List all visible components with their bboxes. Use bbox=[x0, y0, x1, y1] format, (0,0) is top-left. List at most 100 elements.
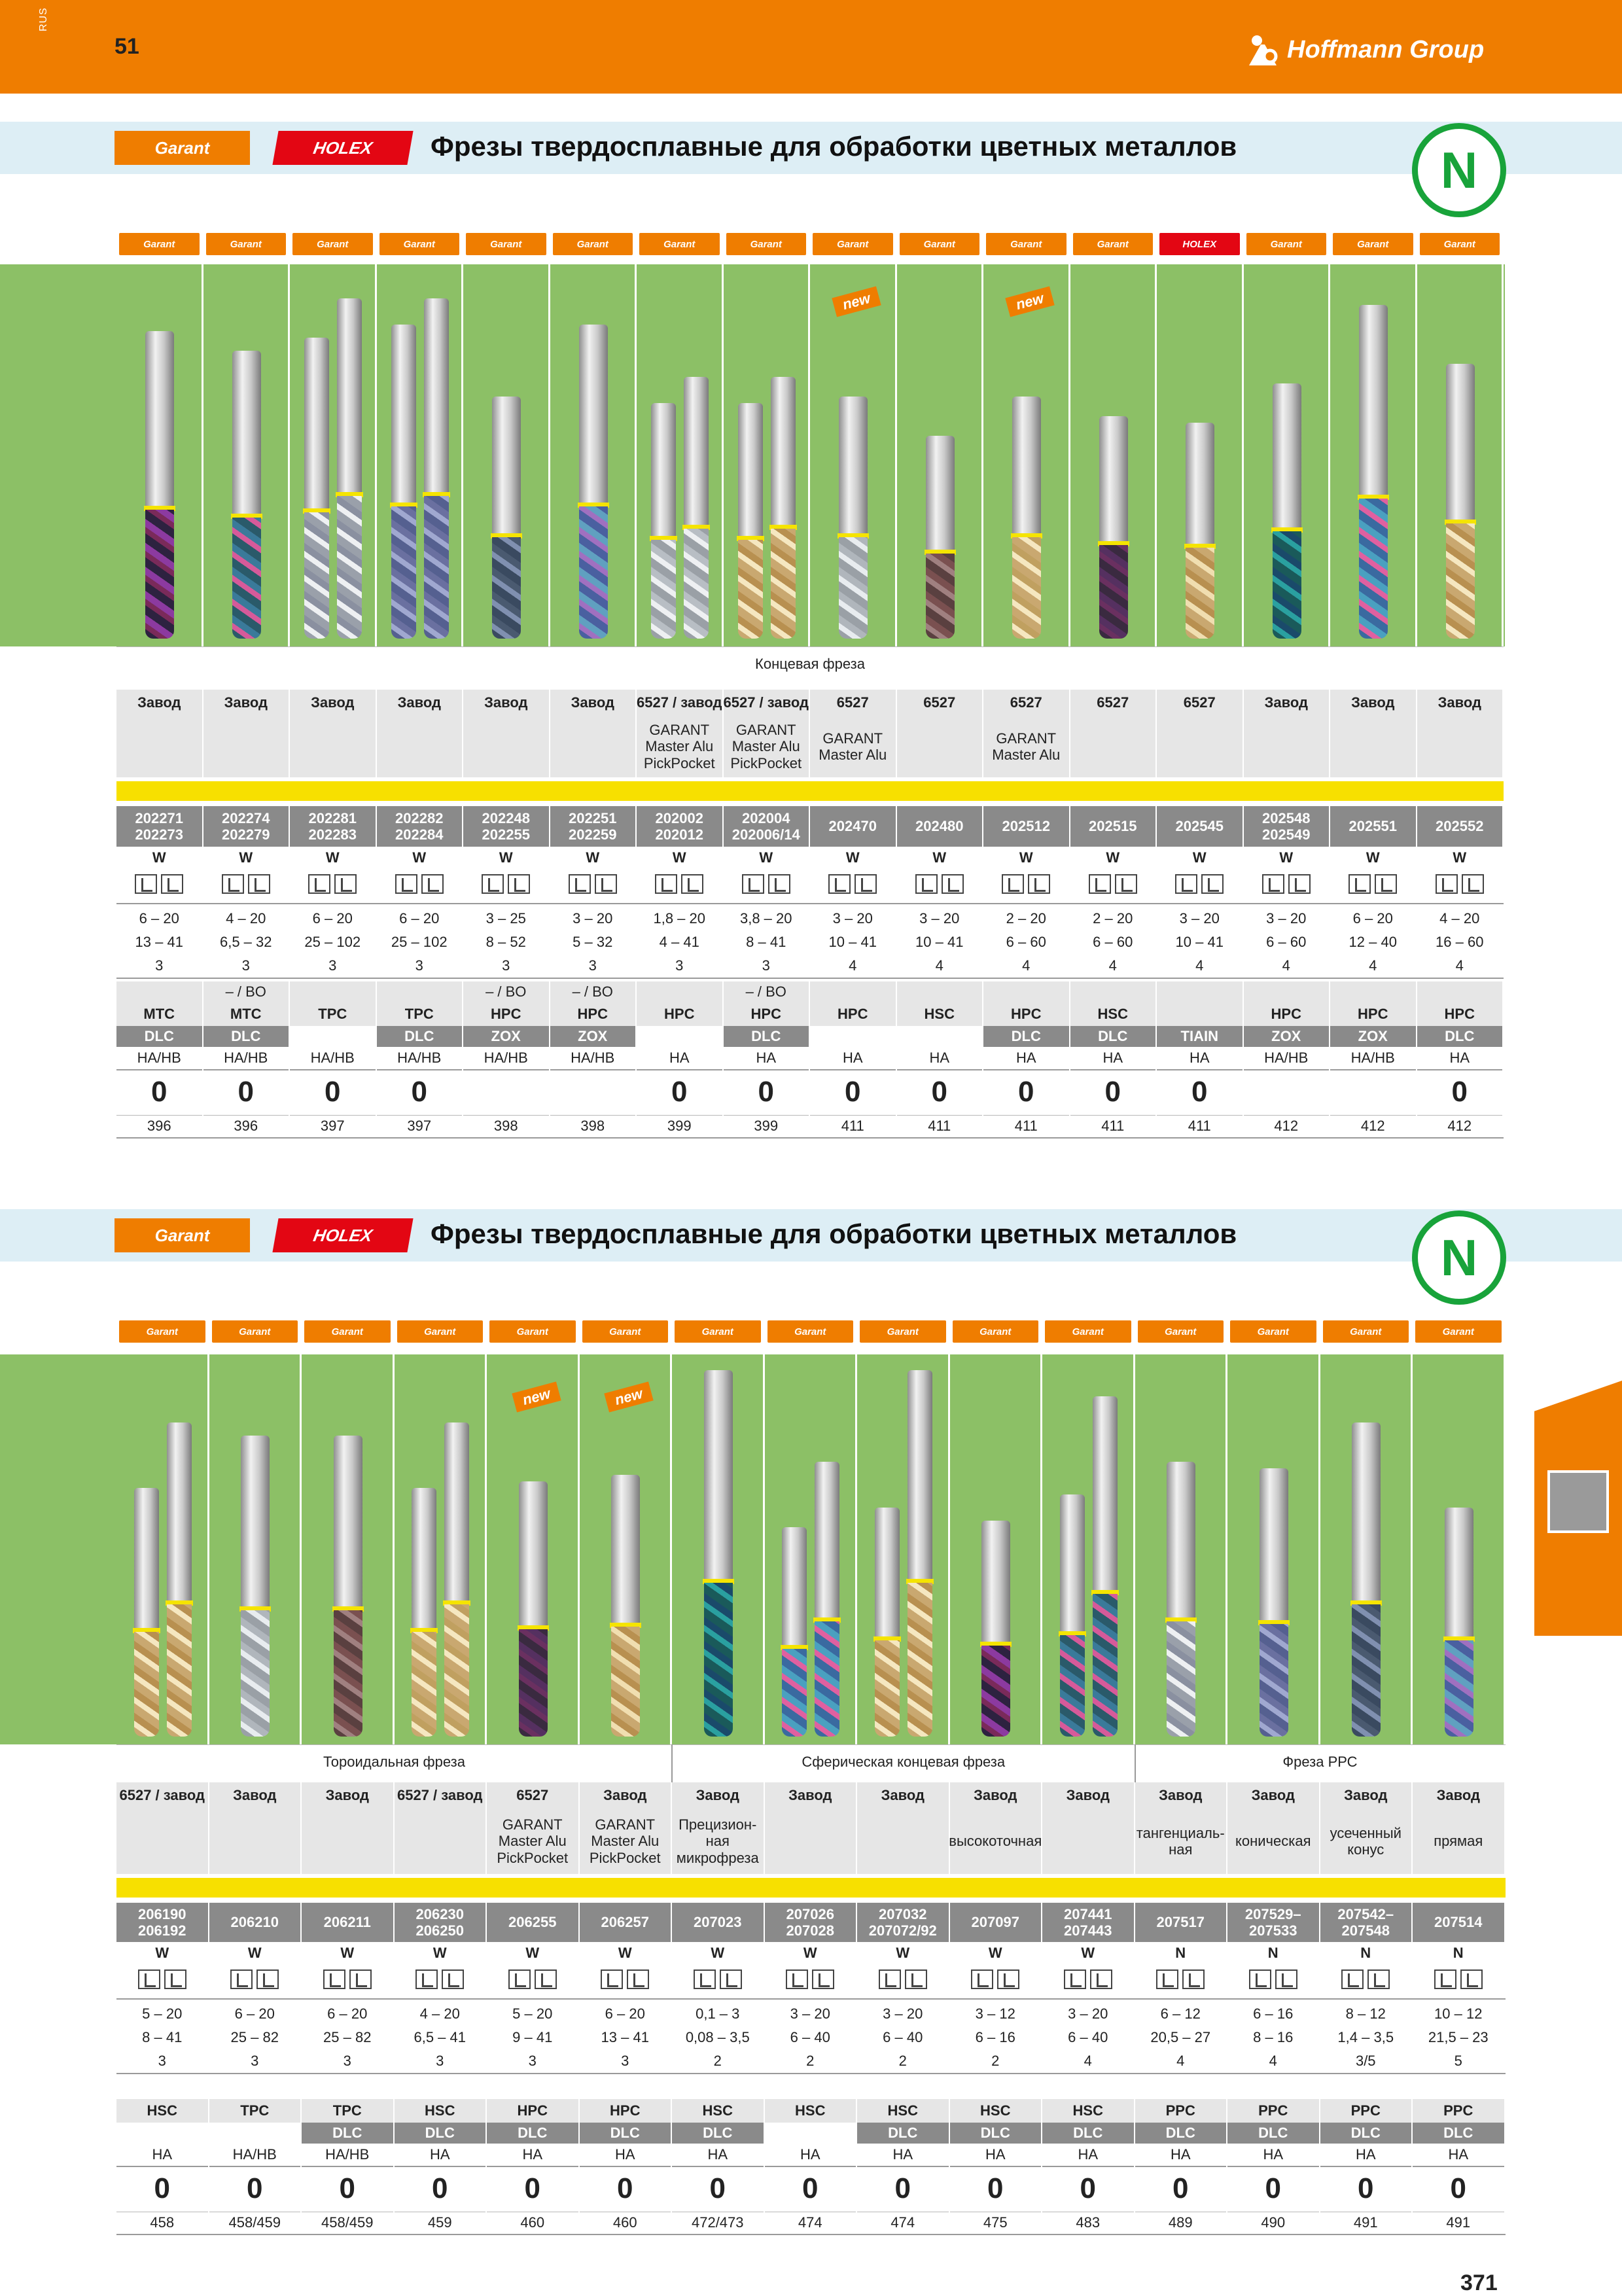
product-line-text: Master Alu bbox=[732, 738, 800, 755]
column-brand-14: Garant bbox=[1322, 1320, 1409, 1343]
coating-row-cell: DLC bbox=[1042, 2123, 1135, 2144]
end-mill-flutes bbox=[651, 540, 677, 639]
diameter-row-cell: 3 – 12 bbox=[950, 2002, 1042, 2026]
end-mill-flutes bbox=[578, 506, 608, 639]
shank-form-icon bbox=[1341, 1969, 1364, 1989]
catalog-page-row-cell: 411 bbox=[897, 1115, 983, 1137]
end-mill-shank bbox=[1272, 383, 1301, 531]
product-line-row-cell: GARANT Master Alu bbox=[983, 716, 1070, 777]
shank-form-icon bbox=[221, 874, 244, 894]
shank-marking-ring bbox=[906, 1579, 934, 1584]
shank-icon-row-cell bbox=[550, 869, 637, 899]
end-mill-flutes bbox=[241, 1610, 270, 1737]
tool-image-cell bbox=[1042, 1354, 1135, 1744]
shank-icon-row bbox=[116, 869, 1504, 899]
shank-icons bbox=[1341, 1969, 1390, 1989]
stock-row-cell: Завод bbox=[1135, 1782, 1227, 1809]
length-row-cell: 4 – 41 bbox=[637, 930, 724, 954]
end-mill-image bbox=[682, 377, 711, 639]
product-line-row-cell bbox=[1070, 716, 1157, 777]
shank-form-icon bbox=[904, 1969, 927, 1989]
shank-type-row-cell: W bbox=[1330, 847, 1417, 869]
product-line-row: GARANT Master Alu PickPocket GARANT Master A… bbox=[116, 1809, 1506, 1874]
diameter-row-cell: 0,1 – 3 bbox=[672, 2002, 765, 2026]
shank-marking-ring bbox=[1091, 1590, 1119, 1595]
end-mill-shank bbox=[166, 1422, 192, 1604]
product-line-text: высокоточная bbox=[949, 1833, 1042, 1850]
tool-type-row-cell: HSC bbox=[949, 2099, 1042, 2123]
catalog-page-row-cell: 399 bbox=[637, 1115, 724, 1137]
shank-type-row-cell: W bbox=[897, 847, 983, 869]
shank-type-row-cell: N bbox=[1135, 1942, 1227, 1964]
article-number: 207443 bbox=[1064, 1922, 1112, 1939]
material-row-cell: HA bbox=[897, 1047, 983, 1069]
end-mill-shank bbox=[423, 298, 449, 496]
stock-row-cell: Завод bbox=[376, 690, 463, 716]
article-row-cell: 202548 202549 bbox=[1243, 806, 1330, 847]
diameter-row-cell: 6 – 20 bbox=[290, 907, 377, 930]
coating-row-cell: DLC bbox=[376, 1026, 463, 1047]
coating-row-cell: DLC bbox=[1320, 2123, 1413, 2144]
stock-row-cell: Завод bbox=[209, 1782, 302, 1809]
column-brand-8: Garant bbox=[767, 1320, 853, 1343]
shank-icons bbox=[1248, 1969, 1297, 1989]
section-2: Garant HOLEX Фрезы твердосплавные для об… bbox=[0, 1209, 1622, 2256]
company-name: Hoffmann Group bbox=[1287, 35, 1485, 63]
column-brand-11: Garant bbox=[986, 233, 1067, 255]
article-number: 202551 bbox=[1349, 818, 1397, 835]
diameter-row-cell: 6 – 20 bbox=[1330, 907, 1417, 930]
end-mill-flutes bbox=[770, 529, 796, 639]
shank-icon-row-cell bbox=[1330, 869, 1417, 899]
material-row-cell: HA/HB bbox=[209, 2144, 302, 2166]
catalog-page-row-cell: 472/473 bbox=[672, 2212, 765, 2234]
shank-icon-row-cell bbox=[395, 1964, 487, 1994]
chapter-tab[interactable] bbox=[1534, 1381, 1622, 1636]
shank-form-icon bbox=[1261, 874, 1284, 894]
shank-type-row-cell: W bbox=[209, 1942, 302, 1964]
end-mill-flutes bbox=[1092, 1594, 1118, 1737]
end-mill-image bbox=[577, 325, 609, 639]
catalog-page-row-cell: 491 bbox=[1413, 2212, 1506, 2234]
tool-type-row-cell: HPC bbox=[463, 1002, 550, 1026]
coating-row: DLC DLC DLC ZOX ZOX DLC DLC DLC TIAIN ZOX ZOX DLC bbox=[116, 1026, 1504, 1047]
end-mill-flutes bbox=[518, 1629, 548, 1737]
shank-form-icon bbox=[421, 874, 444, 894]
shank-icon-row bbox=[116, 1964, 1506, 1994]
tool-image-cell bbox=[116, 264, 203, 646]
shank-icons bbox=[1063, 1969, 1112, 1989]
divider bbox=[116, 978, 1504, 979]
tool-type-row-cell: PPC bbox=[1413, 2099, 1506, 2123]
teeth-row-cell: 3 bbox=[724, 954, 810, 978]
end-mill-shank bbox=[391, 325, 416, 506]
length-row-cell: 8 – 52 bbox=[463, 930, 550, 954]
article-row-cell: 202512 bbox=[983, 806, 1070, 847]
note-row-cell: – / BO bbox=[463, 981, 550, 1002]
availability-row-cell: 0 bbox=[209, 2166, 302, 2212]
catalog-page-row: 458 458/459 458/459 459 460 460 472/473 474 474 4… bbox=[116, 2212, 1506, 2234]
shank-type-row-cell: W bbox=[637, 847, 724, 869]
article-number: 202549 bbox=[1262, 826, 1311, 843]
column-brand-3: Garant bbox=[304, 1320, 391, 1343]
end-mill-flutes bbox=[611, 1627, 641, 1737]
product-line-row-cell: высокоточная bbox=[949, 1809, 1042, 1874]
tool-type-row-cell: HPC bbox=[487, 2099, 580, 2123]
end-mill-shank bbox=[1359, 305, 1388, 499]
article-number: 206192 bbox=[138, 1922, 186, 1939]
catalog-page-row-cell: 459 bbox=[395, 2212, 487, 2234]
end-mill-image bbox=[410, 1488, 438, 1737]
length-row-cell: 1,4 – 3,5 bbox=[1320, 2026, 1413, 2049]
teeth-row-cell: 4 bbox=[1157, 954, 1244, 978]
tool-image-cell bbox=[1320, 1354, 1413, 1744]
material-group-n-icon: N bbox=[1412, 1210, 1506, 1305]
coating-row-cell: DLC bbox=[487, 2123, 580, 2144]
end-mill-shank bbox=[651, 403, 677, 540]
availability-row-cell bbox=[1330, 1069, 1417, 1115]
column-brand-5: Garant bbox=[489, 1320, 576, 1343]
tool-type-row: MTC MTC TPC TPC HPC HPC HPC HPC HPC HSC HPC HSC HPC H… bbox=[116, 1002, 1504, 1026]
article-number: 207542– bbox=[1337, 1905, 1394, 1922]
teeth-row-cell: 3 bbox=[395, 2049, 487, 2073]
coating-row-cell: ZOX bbox=[1243, 1026, 1330, 1047]
end-mill-image bbox=[517, 1481, 549, 1737]
diameter-row-cell: 2 – 20 bbox=[1070, 907, 1157, 930]
catalog-page-row-cell: 411 bbox=[1070, 1115, 1157, 1137]
